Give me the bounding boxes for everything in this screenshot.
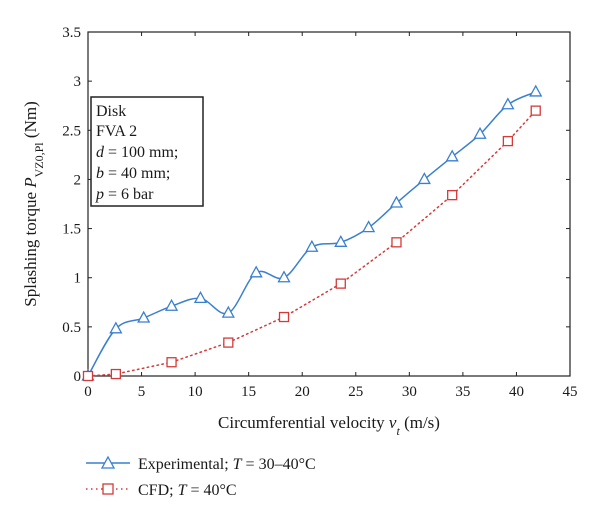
x-tick-label: 25 [348, 384, 363, 400]
data-point-cfd [502, 135, 514, 147]
y-tick-label: 2.5 [62, 123, 81, 139]
legend-label-experimental: Experimental; T = 30–40°C [138, 456, 316, 473]
data-point-experimental [164, 298, 179, 311]
x-tick-label: 20 [295, 384, 310, 400]
data-point-experimental [529, 84, 543, 97]
data-point-cfd [110, 368, 121, 380]
legend-label-cfd: CFD; T = 40°C [138, 482, 237, 499]
info-line-2: FVA 2 [96, 123, 137, 140]
info-line-4: b = 40 mm; [96, 165, 170, 182]
series-1 [82, 105, 541, 382]
y-tick-label: 0.5 [62, 320, 81, 336]
y-tick-label: 3.5 [62, 25, 81, 41]
data-point-experimental [193, 291, 208, 304]
data-point-cfd [166, 357, 177, 368]
data-point-experimental [334, 234, 348, 247]
x-tick-label: 5 [138, 384, 146, 400]
data-point-cfd [278, 311, 290, 323]
x-tick-label: 15 [241, 384, 256, 400]
plot-frame [87, 31, 571, 377]
series-line-cfd [87, 109, 537, 377]
y-tick-label: 3 [74, 74, 82, 90]
legend-marker-experimental [100, 455, 116, 469]
data-point-experimental [249, 265, 263, 278]
series-layer [81, 84, 543, 382]
y-tick-label: 2 [74, 172, 82, 188]
data-point-cfd [391, 237, 402, 248]
data-point-cfd [530, 105, 541, 116]
info-line-5: p = 6 bar [95, 186, 154, 203]
data-point-experimental [501, 97, 515, 110]
info-line-1: Disk [96, 103, 126, 120]
x-tick-label: 10 [188, 384, 203, 400]
info-line-3: d = 100 mm; [96, 144, 178, 161]
axis-ticks: 0 5 10 15 20 25 30 35 40 45 0 0.5 1 1.5 2 2.5 3 3.5 [62, 25, 577, 400]
data-point-experimental [109, 321, 123, 334]
x-tick-label: 30 [402, 384, 417, 400]
x-tick-label: 40 [509, 384, 524, 400]
data-point-experimental [221, 305, 235, 318]
x-tick-label: 0 [84, 384, 92, 400]
data-point-experimental [137, 310, 151, 323]
y-tick-label: 1 [74, 271, 82, 287]
data-point-experimental [473, 126, 487, 139]
data-point-cfd [447, 190, 458, 201]
info-box: Disk FVA 2 d = 100 mm; b = 40 mm; p = 6 … [90, 96, 204, 207]
data-point-cfd [82, 370, 94, 382]
y-tick-label: 0 [74, 369, 82, 385]
data-point-cfd [223, 337, 234, 348]
data-point-cfd [335, 278, 346, 289]
y-axis-label: Splashing torque PVZ0,Pl (Nm) [21, 101, 46, 306]
data-point-experimental [362, 220, 376, 233]
data-point-experimental [277, 270, 291, 283]
x-tick-label: 35 [455, 384, 470, 400]
info-box-frame [90, 96, 204, 207]
data-point-experimental [417, 172, 431, 185]
data-point-experimental [389, 195, 404, 208]
x-tick-label: 45 [563, 384, 578, 400]
legend-marker-cfd [102, 483, 114, 495]
data-point-experimental [305, 239, 319, 252]
legend: Experimental; T = 30–40°C CFD; T = 40°C [86, 455, 316, 499]
y-tick-label: 1.5 [62, 222, 81, 238]
x-axis-label: Circumferential velocity vt (m/s) [218, 413, 440, 438]
data-point-experimental [445, 149, 459, 162]
